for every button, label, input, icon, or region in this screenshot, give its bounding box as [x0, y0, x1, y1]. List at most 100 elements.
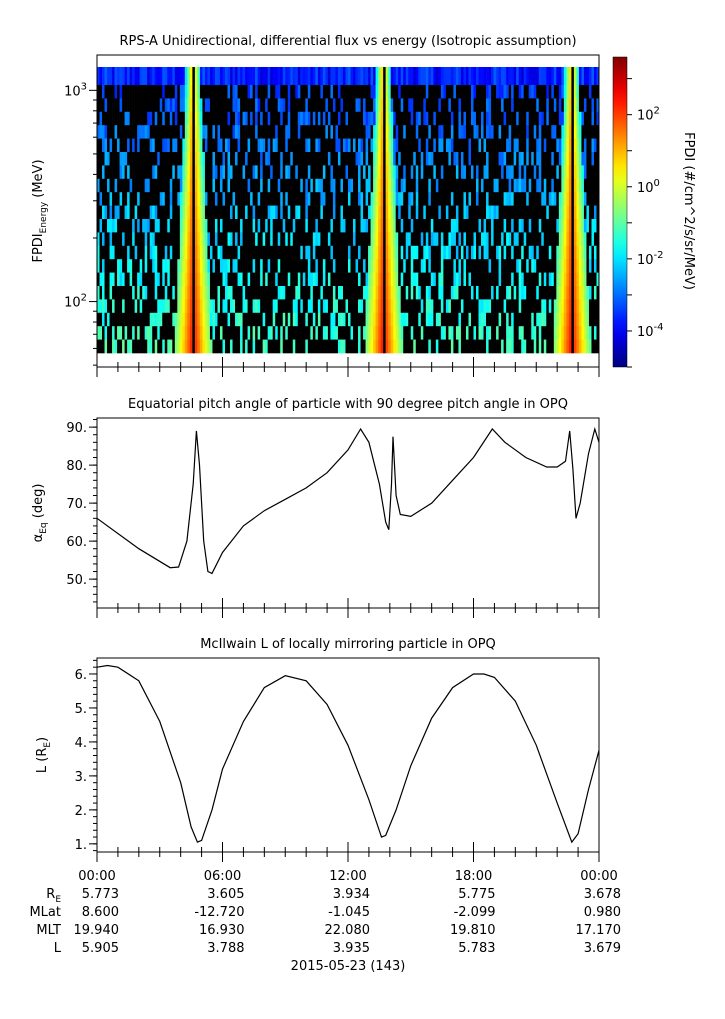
spectrogram-cell [199, 85, 203, 99]
spectrogram-cell [282, 326, 286, 340]
spectrogram-cell [403, 111, 407, 126]
spectrogram-cell [147, 205, 151, 220]
spectrogram-cell [102, 85, 105, 99]
spectrogram-cell [498, 152, 502, 166]
spectrogram-cell [516, 232, 519, 247]
spectrogram-cell [192, 245, 196, 260]
spectrogram-cell [403, 312, 407, 327]
spectrogram-cell [405, 111, 409, 126]
pitch-angle-title: Equatorial pitch angle of particle with … [128, 397, 568, 412]
spectrogram-cell [573, 219, 577, 233]
spectrogram-cell [493, 245, 497, 260]
spectrogram-cell [102, 272, 105, 287]
spectrogram-cell [410, 98, 414, 113]
spectrogram-cell [207, 152, 211, 166]
spectrogram-cell [280, 85, 284, 99]
spectrogram-cell [498, 98, 502, 113]
spectrogram-cell [235, 165, 238, 180]
spectrogram-cell [209, 219, 213, 233]
spectrogram-cell [117, 192, 120, 206]
spectrogram-cell [302, 286, 306, 300]
spectrogram-cell [277, 232, 281, 247]
spectrogram-cell [491, 111, 494, 126]
spectrogram-cell [255, 138, 258, 153]
spectrogram-cell [99, 326, 103, 340]
spectrogram-cell [187, 259, 191, 273]
ephemeris-value: 19.810 [450, 923, 496, 938]
spectrogram-cell [315, 299, 319, 314]
spectrogram-cell [287, 286, 291, 300]
spectrogram-cell [290, 272, 294, 287]
spectrogram-cell [493, 67, 497, 86]
spectrogram-cell [531, 259, 535, 273]
spectrogram-cell [250, 299, 253, 314]
spectrogram-cell [162, 205, 166, 220]
spectrogram-cell [448, 178, 452, 193]
spectrogram-cell [179, 125, 183, 139]
spectrogram-cell [219, 111, 223, 126]
spectrogram-cell [262, 272, 266, 287]
spectrogram-cell [217, 259, 221, 273]
spectrogram-cell [430, 232, 434, 247]
spectrogram-cell [187, 326, 191, 340]
spectrogram-cell [342, 67, 346, 86]
spectrogram-cell [252, 111, 256, 126]
spectrogram-cell [558, 219, 562, 233]
spectrogram-cell [245, 85, 248, 99]
spectrogram-cell [511, 339, 514, 354]
spectrogram-cell [420, 111, 424, 126]
spectrogram-cell [174, 111, 178, 126]
spectrogram-cell [581, 165, 585, 180]
spectrogram-cell [204, 339, 208, 354]
spectrogram-cell [142, 232, 145, 247]
spectrogram-cell [458, 259, 462, 273]
spectrogram-cell [443, 152, 447, 166]
spectrogram-cell [182, 205, 186, 220]
spectrogram-cell [553, 232, 557, 247]
spectrogram-cell [536, 245, 540, 260]
spectrogram-cell [177, 312, 181, 327]
spectrogram-cell [463, 138, 467, 153]
spectrogram-cell [438, 205, 442, 220]
spectrogram-cell [348, 111, 351, 126]
spectrogram-cell [277, 67, 281, 86]
spectrogram-cell [483, 125, 487, 139]
spectrogram-cell [435, 138, 439, 153]
spectrogram-cell [403, 232, 407, 247]
spectrogram-cell [360, 98, 364, 113]
spectrogram-cell [430, 339, 434, 354]
spectrogram-cell [566, 326, 570, 340]
spectrogram-cell [478, 286, 482, 300]
spectrogram-cell [122, 165, 125, 180]
spectrogram-cell [307, 219, 311, 233]
spectrogram-cell [393, 232, 396, 247]
spectrogram-cell [327, 272, 331, 287]
spectrogram-cell [209, 245, 213, 260]
spectrogram-cell [169, 98, 173, 113]
spectrogram-cell [172, 219, 176, 233]
spectrogram-cell [486, 326, 489, 340]
spectrogram-cell [521, 85, 524, 99]
spectrogram-cell [169, 299, 173, 314]
spectrogram-cell [445, 85, 449, 99]
spectrogram-cell [235, 111, 238, 126]
spectrogram-cell [327, 232, 331, 247]
spectrogram-cell [578, 111, 582, 126]
spectrogram-cell [541, 165, 545, 180]
spectrogram-cell [307, 286, 311, 300]
spectrogram-cell [465, 178, 469, 193]
spectrogram-cell [526, 219, 530, 233]
spectrogram-cell [445, 67, 449, 86]
spectrogram-cell [112, 299, 115, 314]
spectrogram-cell [250, 152, 253, 166]
spectrogram-cell [353, 125, 356, 139]
spectrogram-cell [222, 245, 226, 260]
spectrogram-cell [225, 178, 228, 193]
spectrogram-cell [521, 339, 524, 354]
spectrogram-cell [137, 272, 140, 287]
spectrogram-cell [307, 326, 311, 340]
spectrogram-cell [398, 98, 402, 113]
spectrogram-cell [473, 272, 477, 287]
spectrogram-cell [310, 299, 314, 314]
spectrogram-cell [242, 192, 246, 206]
